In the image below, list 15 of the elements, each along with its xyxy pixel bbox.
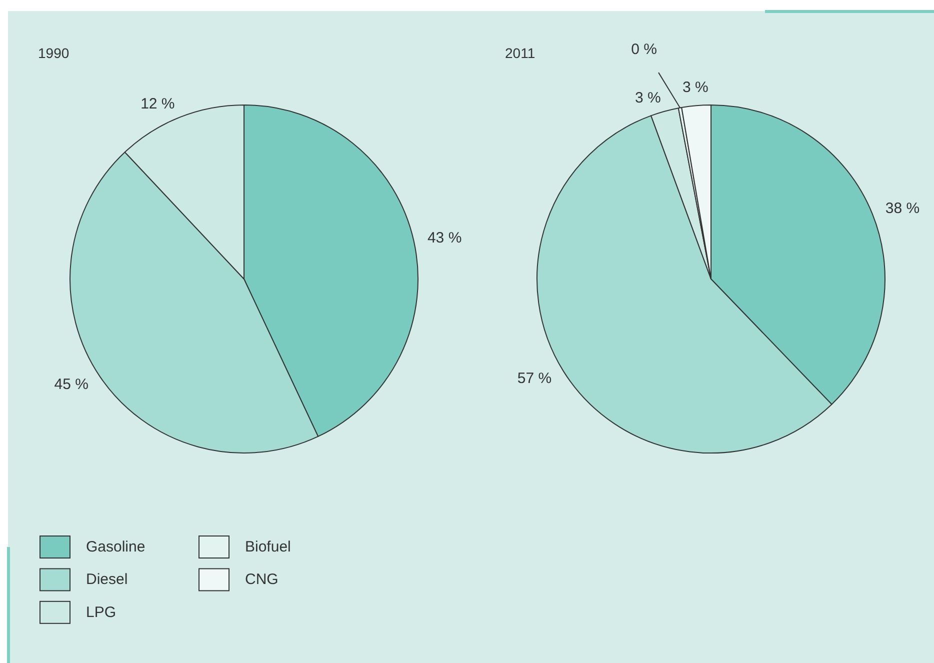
- data-label: 12 %: [140, 96, 175, 113]
- legend-label: Biofuel: [245, 538, 291, 556]
- data-label: 57 %: [517, 370, 552, 388]
- data-label: 45 %: [54, 376, 89, 394]
- legend-label: Gasoline: [86, 538, 146, 556]
- data-label: 0 %: [631, 41, 658, 58]
- slice-label: 2011: [505, 45, 536, 61]
- data-label: 3 %: [682, 79, 708, 96]
- legend-label: Diesel: [86, 571, 128, 588]
- legend-label: CNG: [245, 571, 278, 588]
- slice-label: 1990: [38, 45, 70, 61]
- data-label: 3 %: [634, 89, 661, 106]
- data-label: 38 %: [885, 200, 920, 218]
- legend-label: LPG: [86, 604, 116, 621]
- data-label: 43 %: [427, 229, 462, 246]
